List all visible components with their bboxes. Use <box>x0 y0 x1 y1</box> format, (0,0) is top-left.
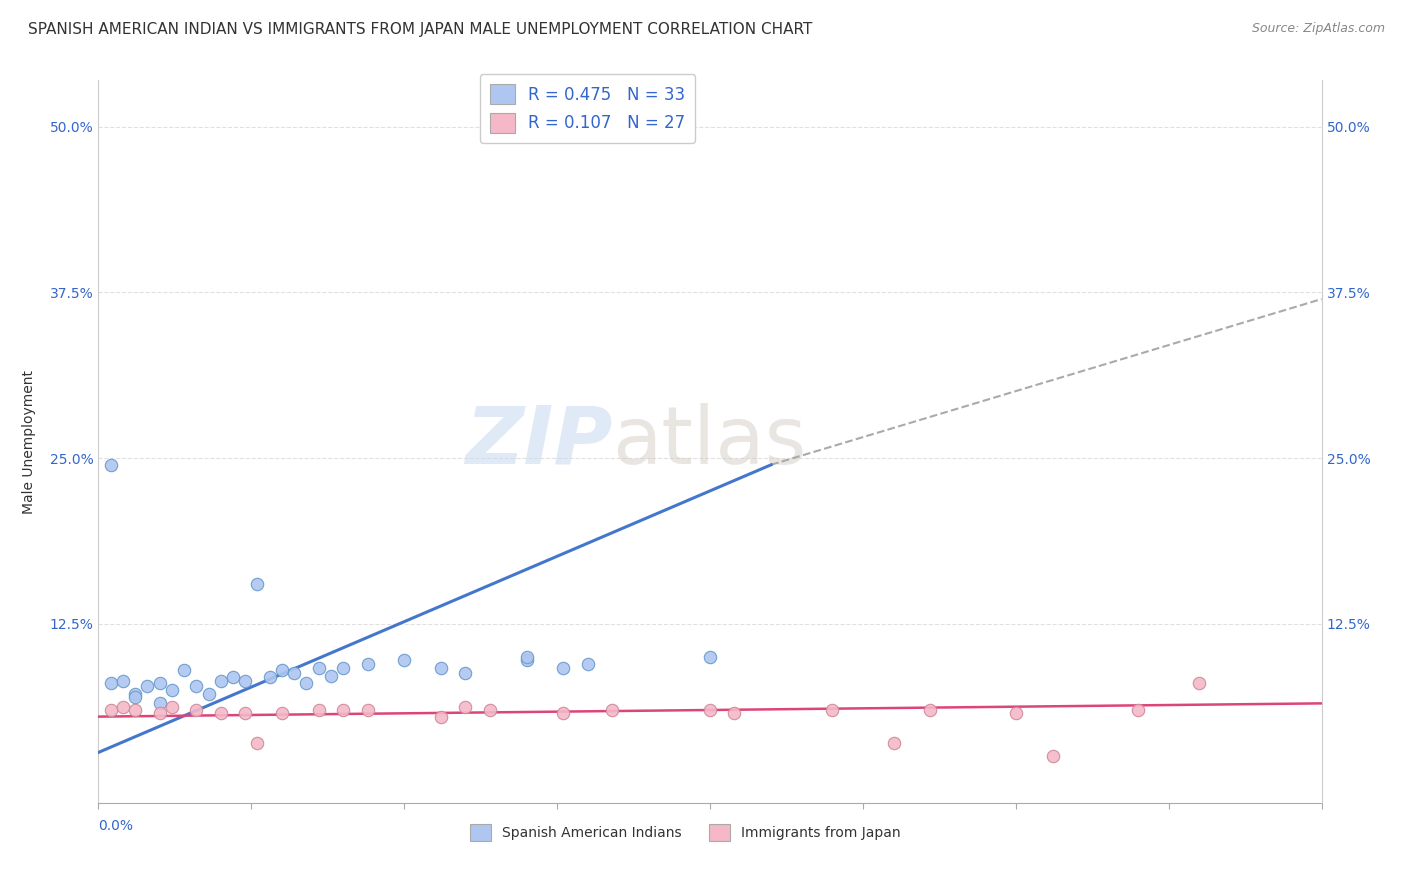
Point <box>332 660 354 674</box>
Point <box>821 703 844 717</box>
Point <box>576 657 599 671</box>
Point <box>283 665 305 680</box>
Point <box>553 126 575 140</box>
Point <box>222 670 245 684</box>
Point <box>699 650 721 665</box>
Point <box>246 577 269 591</box>
Point <box>920 703 942 717</box>
Point <box>124 690 146 704</box>
Point <box>100 676 122 690</box>
Point <box>454 665 477 680</box>
Point <box>149 676 172 690</box>
Point <box>516 652 538 666</box>
Point <box>295 676 318 690</box>
Point <box>149 706 172 720</box>
Text: 0.0%: 0.0% <box>98 819 134 833</box>
Point <box>100 458 122 472</box>
Legend: Spanish American Indians, Immigrants from Japan: Spanish American Indians, Immigrants fro… <box>464 818 907 847</box>
Text: ZIP: ZIP <box>465 402 612 481</box>
Point <box>553 660 575 674</box>
Point <box>160 700 183 714</box>
Point <box>100 703 122 717</box>
Point <box>319 668 342 682</box>
Point <box>723 706 745 720</box>
Point <box>1188 676 1211 690</box>
Text: Source: ZipAtlas.com: Source: ZipAtlas.com <box>1251 22 1385 36</box>
Point <box>186 703 208 717</box>
Point <box>124 703 146 717</box>
Point <box>1004 706 1026 720</box>
Point <box>392 652 416 666</box>
Point <box>233 673 256 688</box>
Point <box>259 670 281 684</box>
Point <box>332 703 354 717</box>
Point <box>246 736 269 750</box>
Point <box>136 679 159 693</box>
Point <box>1042 749 1064 764</box>
Point <box>699 703 721 717</box>
Point <box>111 673 134 688</box>
Point <box>124 687 146 701</box>
Point <box>1128 703 1150 717</box>
Point <box>173 663 195 677</box>
Point <box>478 703 501 717</box>
Point <box>209 706 232 720</box>
Point <box>516 650 538 665</box>
Point <box>454 700 477 714</box>
Point <box>270 663 292 677</box>
Point <box>233 706 256 720</box>
Point <box>209 673 232 688</box>
Point <box>308 660 330 674</box>
Point <box>270 706 292 720</box>
Text: SPANISH AMERICAN INDIAN VS IMMIGRANTS FROM JAPAN MALE UNEMPLOYMENT CORRELATION C: SPANISH AMERICAN INDIAN VS IMMIGRANTS FR… <box>28 22 813 37</box>
Point <box>883 736 905 750</box>
Point <box>356 703 378 717</box>
Text: atlas: atlas <box>612 402 807 481</box>
Y-axis label: Male Unemployment: Male Unemployment <box>22 369 35 514</box>
Point <box>430 660 453 674</box>
Point <box>160 683 183 698</box>
Point <box>111 700 134 714</box>
Point <box>186 679 208 693</box>
Point <box>149 697 172 711</box>
Point <box>553 706 575 720</box>
Point <box>308 703 330 717</box>
Point <box>430 709 453 723</box>
Point <box>356 657 378 671</box>
Point <box>197 687 219 701</box>
Point <box>600 703 623 717</box>
